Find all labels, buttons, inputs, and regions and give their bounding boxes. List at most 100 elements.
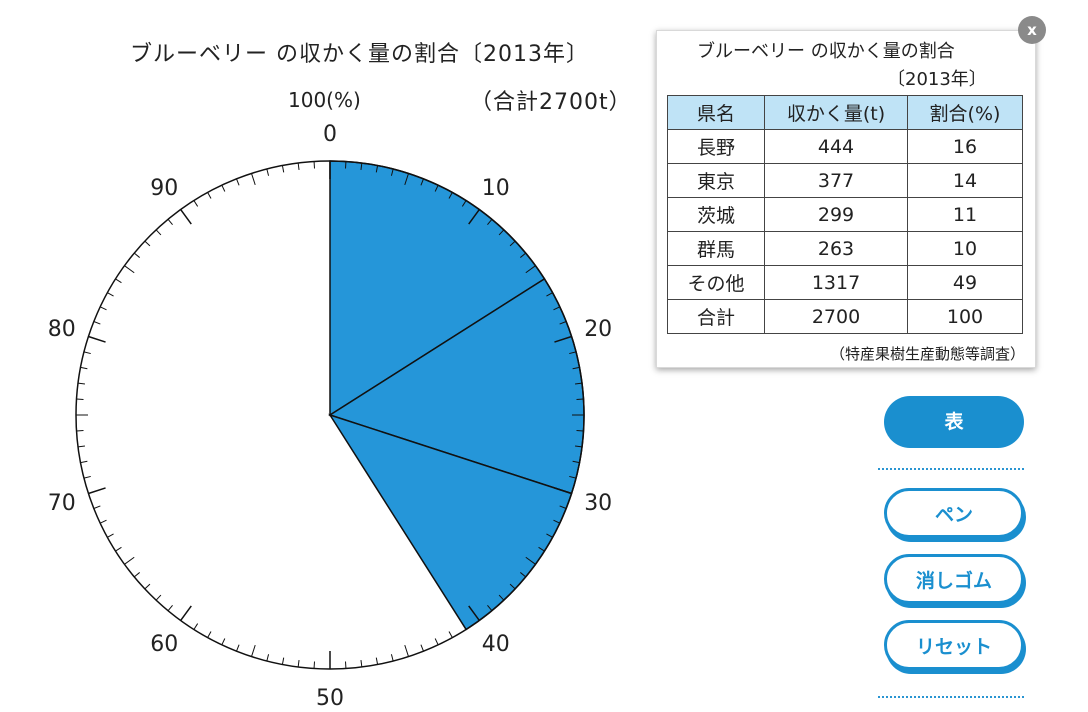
pie-tick: [553, 306, 561, 311]
pie-tick: [207, 631, 212, 638]
cell-prefecture: 長野: [667, 129, 765, 164]
cell-ratio: 100: [907, 299, 1023, 334]
table-row: 合計 2700 100: [667, 299, 1023, 334]
pie-tick: [93, 321, 101, 325]
table-row: 長野 444 16: [667, 129, 1023, 164]
pie-tick: [297, 162, 300, 171]
cell-harvest: 1317: [764, 265, 908, 300]
pie-tick: [448, 631, 453, 638]
cell-prefecture: 茨城: [667, 197, 765, 232]
pie-tick: [572, 460, 580, 464]
pie-tick: [144, 240, 151, 247]
table-source: （特産果樹生産動態等調査）: [829, 345, 1025, 363]
pie-tick: [133, 572, 141, 578]
pie-tick: [498, 594, 505, 601]
pie-tick: [207, 192, 212, 199]
cell-ratio: 10: [907, 231, 1023, 266]
pie-tick: [487, 604, 493, 612]
pie-tick: [360, 659, 363, 668]
pie-tick: [133, 252, 141, 258]
pie-tick: [124, 265, 135, 274]
pie-tick: [167, 218, 173, 226]
pie-tick: [525, 556, 536, 565]
pie-tick: [297, 659, 300, 668]
pie-tick: [80, 366, 88, 370]
pie-tick: [266, 654, 270, 662]
pie-tick-label: 60: [150, 632, 178, 657]
pie-tick: [519, 572, 527, 578]
header-harvest: 収かく量(t): [764, 95, 908, 130]
pie-tick-label: 50: [316, 686, 344, 711]
header-ratio: 割合(%): [907, 95, 1023, 130]
pie-tick: [546, 533, 553, 538]
header-prefecture: 県名: [667, 95, 765, 130]
pie-tick: [390, 654, 394, 662]
pie-tick: [538, 546, 545, 552]
divider: [878, 696, 1024, 698]
pie-tick-label: 0: [323, 122, 337, 147]
pie-tick: [144, 583, 151, 590]
pie-tick: [83, 475, 91, 479]
pie-tick: [281, 165, 285, 173]
pie-tick: [155, 594, 162, 601]
pie-tick: [519, 252, 527, 258]
pie-tick: [180, 605, 192, 621]
chart-total: （合計2700t）: [470, 90, 632, 115]
pie-tick: [193, 200, 199, 207]
cell-ratio: 49: [907, 265, 1023, 300]
table-row: 東京 377 14: [667, 163, 1023, 198]
pie-tick: [266, 168, 270, 176]
pie-tick: [180, 209, 192, 225]
pie-tick: [461, 623, 467, 630]
pie-tick-label: 90: [150, 176, 178, 201]
pie-tick: [107, 533, 114, 538]
cell-prefecture: 東京: [667, 163, 765, 198]
pie-tick: [554, 487, 572, 495]
pie-tick: [251, 645, 256, 657]
pie-tick-label: 80: [48, 317, 76, 342]
pie-tick: [281, 657, 285, 665]
pie-tick: [155, 229, 162, 236]
pie-tick: [546, 292, 553, 297]
cell-ratio: 14: [907, 163, 1023, 198]
table-button[interactable]: 表: [884, 396, 1024, 448]
pie-tick-label: 10: [482, 176, 510, 201]
pie-tick: [404, 645, 409, 657]
pie-tick: [461, 200, 467, 207]
reset-button[interactable]: リセット: [884, 620, 1024, 670]
pie-tick: [251, 173, 256, 185]
pie-tick: [360, 162, 363, 171]
cell-prefecture: その他: [667, 265, 765, 300]
cell-harvest: 377: [764, 163, 908, 198]
pie-tick: [569, 475, 577, 479]
pie-tick: [115, 546, 122, 552]
pen-button[interactable]: ペン: [884, 488, 1024, 538]
pie-tick: [80, 460, 88, 464]
pie-tick: [509, 240, 516, 247]
pie-tick: [221, 184, 226, 192]
pie-tick: [468, 605, 480, 621]
divider: [878, 468, 1024, 470]
close-icon[interactable]: x: [1018, 16, 1046, 44]
pie-tick: [236, 178, 240, 186]
pie-tick: [193, 623, 199, 630]
pie-tick: [434, 638, 439, 646]
pie-tick: [420, 178, 424, 186]
pie-tick: [124, 556, 135, 565]
table-header-row: 県名 収かく量(t) 割合(%): [667, 95, 1023, 130]
pie-tick: [404, 173, 409, 185]
pie-tick: [77, 445, 86, 448]
pie-tick: [99, 519, 107, 524]
pie-tick: [420, 644, 424, 652]
pie-chart[interactable]: 0 10 20 30 40 50 60 70 80 90: [0, 0, 660, 712]
pie-tick: [498, 229, 505, 236]
pie-tick: [93, 505, 101, 509]
eraser-button[interactable]: 消しゴム: [884, 554, 1024, 604]
pie-tick: [390, 168, 394, 176]
table-row: その他 1317 49: [667, 265, 1023, 300]
pie-tick: [572, 366, 580, 370]
pie-tick: [509, 583, 516, 590]
unit-label: 100(%): [288, 88, 361, 112]
cell-harvest: 444: [764, 129, 908, 164]
pie-tick-label: 20: [584, 317, 612, 342]
